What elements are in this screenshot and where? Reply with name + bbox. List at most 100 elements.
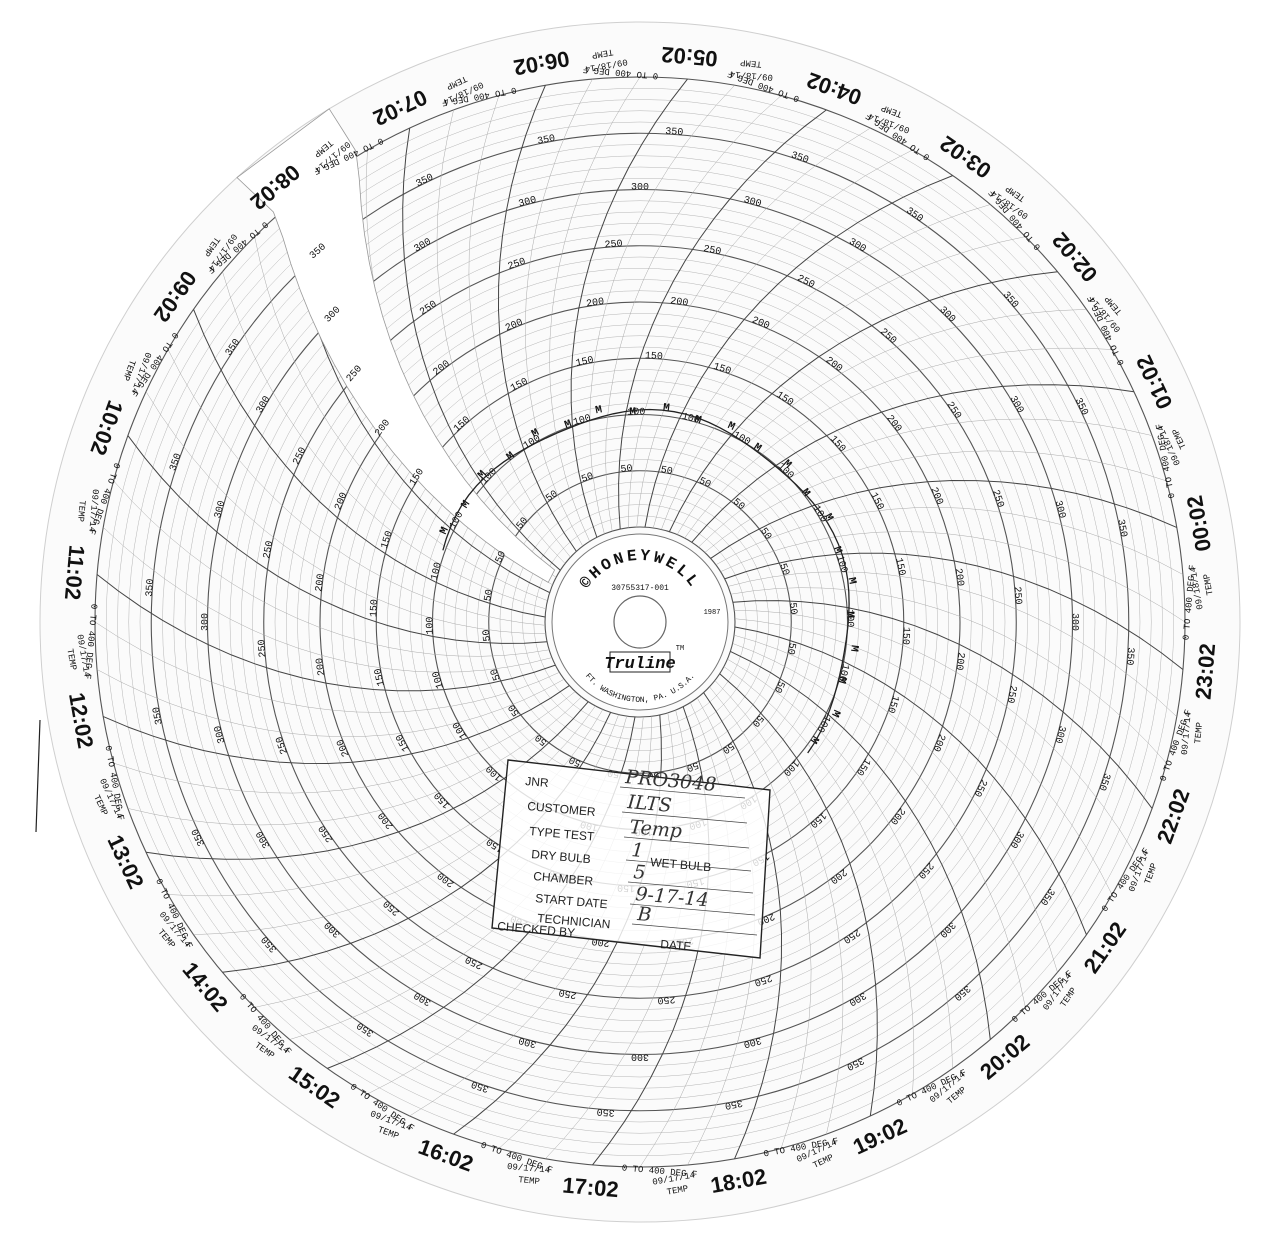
- time-line: [661, 236, 1026, 530]
- stamp-field-label: TECHNICIAN: [537, 911, 611, 931]
- time-line: [734, 634, 1058, 973]
- hour-line: [618, 109, 827, 530]
- scale-value: 50: [697, 476, 713, 491]
- temp-ring-minor: [106, 88, 1174, 1156]
- scale-value: 100: [833, 554, 849, 574]
- hour-label: 11:02: [60, 544, 90, 601]
- scale-value: 150: [575, 355, 595, 370]
- variable-label: TEMP: [1202, 573, 1216, 596]
- stamp-underline: [623, 836, 750, 849]
- temp-ring-minor: [196, 178, 1084, 1066]
- time-line: [549, 76, 641, 542]
- date-label: 09/17/14: [86, 489, 100, 533]
- scale-value: 50: [786, 602, 798, 615]
- temp-ring-minor: [218, 200, 1062, 1044]
- scale-value: 300: [201, 613, 212, 631]
- time-line: [684, 347, 1113, 539]
- pen-mark: M: [530, 427, 542, 441]
- temp-ring-minor: [297, 279, 983, 965]
- scale-value: 300: [1069, 613, 1080, 631]
- scale-value: 250: [657, 993, 676, 1005]
- hour-line: [570, 78, 688, 538]
- variable-label: TEMP: [666, 1184, 689, 1198]
- stamp-underline: [619, 786, 746, 799]
- scale-value: 150: [380, 530, 396, 551]
- scale-value: 200: [586, 297, 605, 310]
- trademark: TM: [676, 645, 684, 653]
- time-line: [727, 658, 953, 1069]
- time-line: [734, 610, 1135, 853]
- scale-value: 150: [645, 351, 664, 363]
- time-line: [103, 527, 552, 673]
- stamp-underline: [621, 811, 748, 824]
- time-line: [698, 418, 1153, 548]
- scale-value: 50: [685, 758, 700, 772]
- temp-ring-minor: [139, 121, 1141, 1123]
- variable-label: TEMP: [740, 57, 762, 69]
- hour-line: [719, 673, 878, 1116]
- scale-value: 100: [425, 617, 436, 635]
- temp-ring-minor: [274, 256, 1006, 988]
- hour-line: [730, 650, 991, 1040]
- scale-value: 300: [742, 195, 762, 210]
- scale-value: 250: [257, 639, 269, 658]
- scale-value: 250: [1011, 586, 1023, 605]
- scale-value: 350: [152, 706, 166, 726]
- time-line: [222, 271, 546, 610]
- margin-pen-mark: [35, 719, 41, 833]
- scale-value: 100: [627, 407, 645, 418]
- scale-value: 350: [537, 134, 557, 148]
- scale-value: 200: [953, 652, 966, 671]
- scale-value: 250: [1004, 684, 1018, 704]
- part-number: 30755317-001: [611, 584, 669, 593]
- temp-ring-minor: [286, 268, 994, 976]
- hour-label: 05:02: [660, 42, 718, 72]
- scale-value: 300: [1052, 500, 1067, 520]
- scale-value: 50: [771, 679, 786, 695]
- hour-line: [668, 271, 1058, 532]
- scale-value: 150: [373, 667, 388, 687]
- hour-line: [127, 435, 548, 644]
- year-label: 1987: [704, 609, 721, 617]
- hour-label: 17:02: [561, 1172, 619, 1202]
- scale-value: 300: [631, 183, 649, 194]
- stamp-underline: [625, 859, 752, 872]
- time-line: [715, 507, 1184, 575]
- temp-ring-major: [544, 526, 736, 718]
- stamp-field-label: CUSTOMER: [527, 799, 597, 819]
- hour-line: [193, 309, 546, 618]
- time-line: [525, 78, 593, 547]
- scale-value: 200: [952, 568, 965, 587]
- time-line: [96, 669, 565, 737]
- temp-ring-major: [263, 245, 1017, 999]
- time-line: [636, 149, 913, 528]
- temp-ring-minor: [117, 99, 1163, 1145]
- scale-value: 300: [631, 1051, 649, 1062]
- temp-ring-minor: [241, 223, 1039, 1021]
- time-line: [728, 571, 1177, 717]
- time-line: [652, 204, 991, 528]
- scale-value: 300: [742, 1034, 762, 1049]
- hour-line: [644, 175, 953, 528]
- scale-value: 50: [580, 471, 595, 485]
- scale-value: 100: [680, 412, 700, 427]
- scale-value: 200: [670, 296, 689, 309]
- scale-value: 200: [314, 573, 327, 592]
- stamp-field-value: B: [636, 903, 653, 926]
- center-hub: [551, 533, 729, 711]
- hour-line: [402, 128, 561, 571]
- pen-mark: M: [725, 420, 736, 434]
- pen-mark: M: [821, 512, 835, 524]
- temp-ring-minor: [173, 155, 1107, 1089]
- pen-mark: M: [693, 414, 703, 427]
- hour-line: [724, 552, 1184, 670]
- scale-value: 250: [262, 540, 276, 560]
- time-line: [113, 691, 576, 794]
- temp-ring-major: [206, 188, 1074, 1056]
- temp-ring-major: [150, 132, 1130, 1112]
- pen-mark: M: [595, 404, 604, 417]
- stamp-field-label: TYPE TEST: [529, 824, 596, 844]
- pen-mark: M: [828, 707, 842, 718]
- time-line: [734, 618, 1113, 895]
